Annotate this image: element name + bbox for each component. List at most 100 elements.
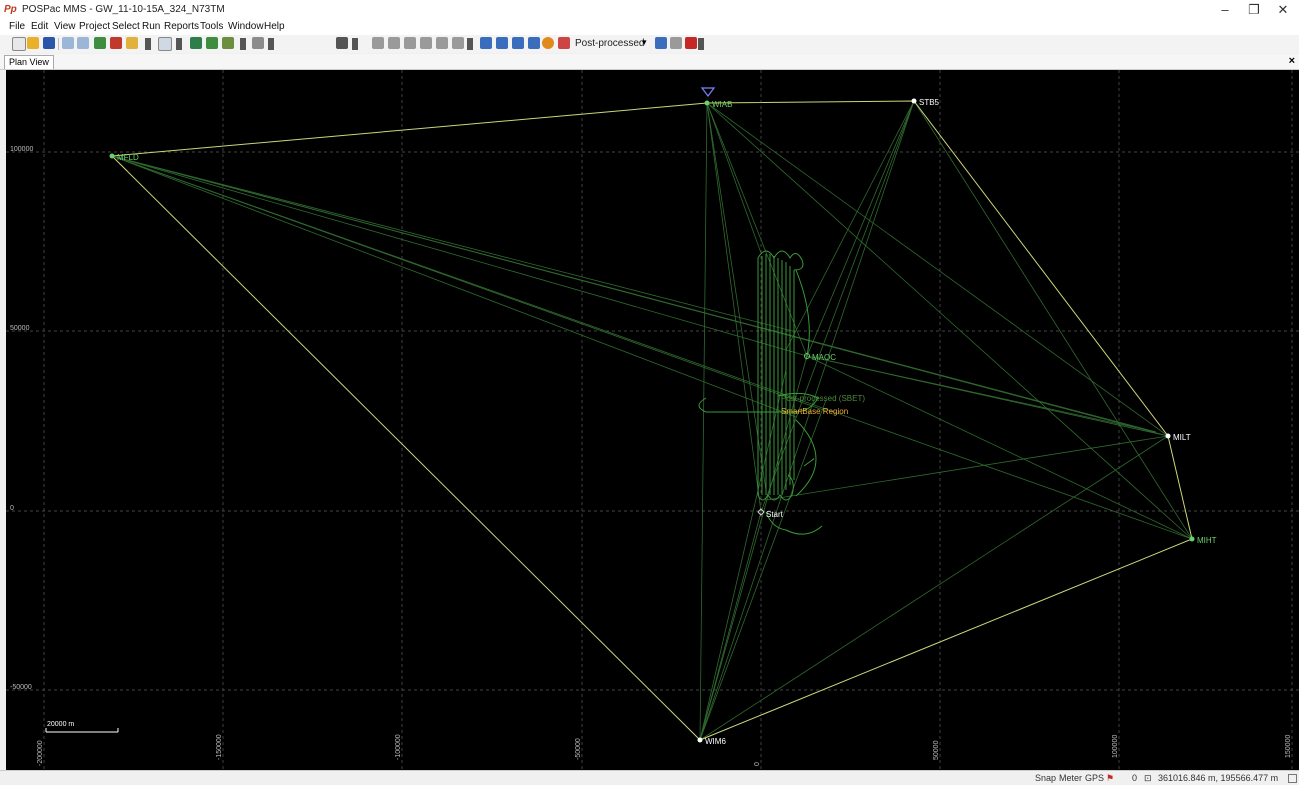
export-icon[interactable] [110, 37, 122, 49]
station-label[interactable]: MILT [1173, 433, 1191, 442]
count-value: 0 [1132, 773, 1138, 783]
x-tick-label: -100000 [395, 734, 402, 760]
save-icon[interactable] [43, 37, 55, 49]
table-icon[interactable] [420, 37, 432, 49]
menu-help[interactable]: Help [264, 21, 285, 32]
station-marker[interactable] [1189, 536, 1195, 542]
flag-icon[interactable] [685, 37, 697, 49]
y-tick-label: 50000 [10, 325, 30, 332]
plan-view-canvas[interactable]: 100000 50000 0 -50000 -200000 -150000 -1… [6, 70, 1299, 770]
copy-icon[interactable] [206, 37, 218, 49]
station-marker[interactable] [697, 737, 703, 743]
menu-window[interactable]: Window [228, 21, 264, 32]
zoom-fit-icon[interactable] [512, 37, 524, 49]
filter-icon[interactable] [655, 37, 667, 49]
zoom-out-icon[interactable] [496, 37, 508, 49]
start-label[interactable]: Start [766, 510, 784, 519]
resize-grip-icon[interactable] [1288, 774, 1297, 783]
x-tick-label: 150000 [1285, 735, 1292, 758]
coordinates-icon: ⊡ [1144, 773, 1152, 783]
station-marker[interactable] [804, 353, 810, 359]
gps-toggle[interactable]: GPS [1085, 773, 1105, 783]
y-tick-label: -50000 [10, 684, 32, 691]
restore-button[interactable]: ❐ [1248, 2, 1260, 17]
settings-icon[interactable] [336, 37, 348, 49]
view-icon[interactable] [126, 37, 138, 49]
baselines [111, 100, 1193, 741]
pages-icon[interactable] [158, 37, 172, 51]
station-label[interactable]: STB5 [919, 98, 940, 107]
dropdown-arrow-icon[interactable] [176, 38, 182, 50]
refresh-icon[interactable] [542, 37, 554, 49]
x-tick-label: 100000 [1112, 735, 1119, 758]
gnss-icon[interactable] [190, 37, 202, 49]
x-tick-label: -200000 [37, 740, 44, 766]
cursor-coordinates: 361016.846 m, 195566.477 m [1158, 773, 1279, 783]
meter-toggle[interactable]: Meter [1059, 773, 1083, 783]
scale-bar: 20000 m [45, 721, 119, 733]
chevron-down-icon[interactable]: ▾ [642, 37, 647, 47]
station-label[interactable]: WIM6 [705, 737, 726, 746]
chart-icon[interactable] [452, 37, 464, 49]
new-icon[interactable] [12, 37, 26, 51]
measure-icon[interactable] [388, 37, 400, 49]
undo-icon[interactable] [62, 37, 74, 49]
dropdown-arrow-icon[interactable] [467, 38, 473, 50]
tools-icon[interactable] [222, 37, 234, 49]
zoom-window-icon[interactable] [528, 37, 540, 49]
menu-bar: File Edit View Project Select Run Report… [0, 20, 1299, 35]
dropdown-arrow-icon[interactable] [698, 38, 704, 50]
minimize-button[interactable]: – [1221, 2, 1229, 17]
solution-select[interactable]: Post-processed [575, 38, 645, 49]
import-icon[interactable] [94, 37, 106, 49]
zoom-in-icon[interactable] [480, 37, 492, 49]
station-markers: MFLD WIAB STB5 MAOC MILT MIHT WIM6 Start [109, 98, 1217, 746]
align-icon[interactable] [372, 37, 384, 49]
grid-lines [6, 70, 1299, 770]
redo-icon[interactable] [77, 37, 89, 49]
dropdown-arrow-icon[interactable] [352, 38, 358, 50]
menu-edit[interactable]: Edit [31, 21, 49, 32]
arrow-icon[interactable] [252, 37, 264, 49]
flag-icon: ⚑ [1106, 773, 1115, 783]
snap-toggle[interactable]: Snap [1035, 773, 1057, 783]
menu-run[interactable]: Run [142, 21, 161, 32]
title-bar: Pp POSPac MMS - GW_11-10-15A_324_N73TM –… [0, 0, 1299, 20]
station-marker[interactable] [704, 100, 710, 106]
start-marker-icon[interactable] [757, 508, 765, 516]
close-tab-icon[interactable]: × [1288, 55, 1295, 67]
x-tick-label: 0 [754, 762, 761, 766]
app-logo: Pp [4, 4, 17, 15]
status-bar: Snap Meter GPS ⚑ 0 ⊡ 361016.846 m, 19556… [0, 770, 1299, 785]
station-label[interactable]: MAOC [812, 353, 836, 362]
menu-project[interactable]: Project [79, 21, 111, 32]
station-label[interactable]: MIHT [1197, 536, 1217, 545]
y-tick-label: 100000 [10, 146, 33, 153]
post-processed-label: Post-processed (SBET) [781, 394, 865, 403]
dropdown-arrow-icon[interactable] [268, 38, 274, 50]
station-marker[interactable] [911, 98, 917, 104]
menu-file[interactable]: File [9, 21, 26, 32]
open-icon[interactable] [27, 37, 39, 49]
plot-icon[interactable] [436, 37, 448, 49]
dropdown-arrow-icon[interactable] [145, 38, 151, 50]
station-label[interactable]: MFLD [117, 153, 139, 162]
station-marker[interactable] [109, 153, 115, 159]
x-tick-label: 50000 [933, 740, 940, 760]
menu-select[interactable]: Select [112, 21, 140, 32]
station-marker[interactable] [1165, 433, 1171, 439]
tab-plan-view[interactable]: Plan View [4, 55, 54, 69]
plan-view[interactable]: 100000 50000 0 -50000 -200000 -150000 -1… [6, 70, 1299, 770]
menu-reports[interactable]: Reports [164, 21, 200, 32]
antenna-marker-icon [700, 87, 716, 97]
menu-view[interactable]: View [54, 21, 76, 32]
close-button[interactable]: ✕ [1277, 2, 1289, 17]
station-label[interactable]: WIAB [712, 100, 732, 109]
menu-tools[interactable]: Tools [200, 21, 224, 32]
grid-icon[interactable] [404, 37, 416, 49]
chart-icon[interactable] [558, 37, 570, 49]
tab-bar: Plan View × [0, 54, 1299, 70]
layers-icon[interactable] [670, 37, 682, 49]
scale-bar-label: 20000 m [47, 721, 74, 728]
dropdown-arrow-icon[interactable] [240, 38, 246, 50]
